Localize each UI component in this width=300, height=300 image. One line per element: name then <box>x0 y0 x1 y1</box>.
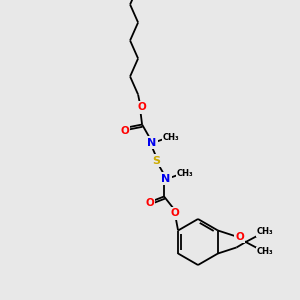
Text: O: O <box>171 208 179 218</box>
Text: O: O <box>146 199 154 208</box>
Text: N: N <box>161 173 171 184</box>
Text: O: O <box>121 125 130 136</box>
Text: S: S <box>152 155 160 166</box>
Text: CH₃: CH₃ <box>256 227 273 236</box>
Text: N: N <box>148 137 157 148</box>
Text: O: O <box>235 232 244 242</box>
Text: CH₃: CH₃ <box>163 133 179 142</box>
Text: CH₃: CH₃ <box>256 248 273 256</box>
Text: O: O <box>138 103 146 112</box>
Text: CH₃: CH₃ <box>177 169 194 178</box>
